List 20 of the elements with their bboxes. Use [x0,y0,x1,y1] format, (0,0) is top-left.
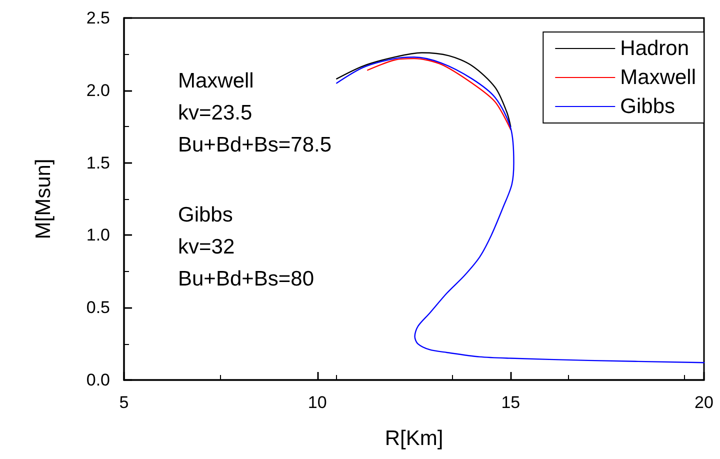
line-series [336,56,705,364]
y-axis-title: M[Msun] [32,158,55,240]
y-tick-label: 2.0 [86,80,110,100]
x-tick-label: 10 [308,393,327,412]
y-tick-label: 2.5 [86,8,110,28]
x-tick-label: 20 [694,393,714,412]
legend-label: Gibbs [620,95,676,118]
y-tick-label: 0.0 [86,370,110,390]
legend-label: Hadron [620,37,690,60]
y-tick-label: 1.0 [86,226,110,245]
line-series [367,58,512,130]
annotation: Maxwell kv=23.5 Bu+Bd+Bs=78.5 [178,70,332,156]
legend-label: Maxwell [620,66,696,89]
y-tick-label: 0.5 [86,298,110,318]
y-tick-label: 1.5 [86,153,110,172]
annotation: Gibbs kv=32 Bu+Bd+Bs=80 [178,204,314,290]
x-tick-label: 15 [501,393,520,412]
x-axis-title: R[Km] [384,427,444,450]
x-tick-label: 5 [119,393,129,412]
line-series [336,52,512,128]
